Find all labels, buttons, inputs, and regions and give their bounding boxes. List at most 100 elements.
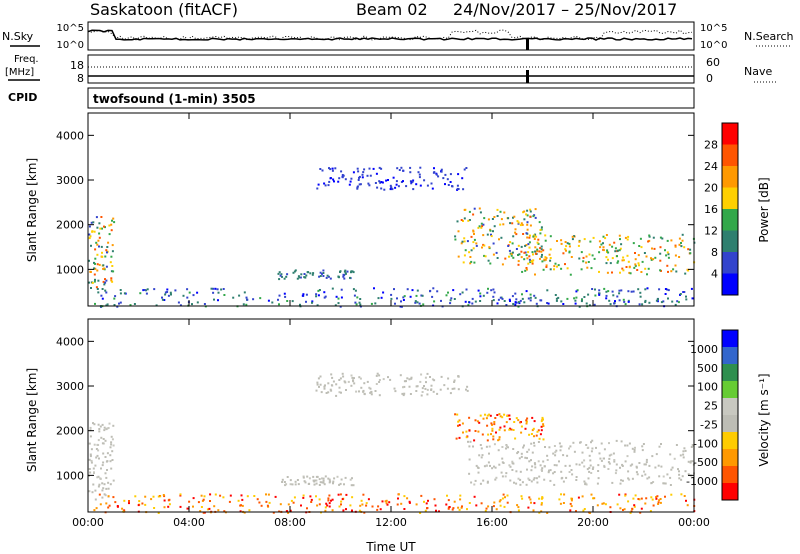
velocity-cell-4 [681,475,684,478]
velocity-cell-1 [633,505,636,508]
velocity-cell-2 [304,481,307,484]
velocity-cell-0 [90,461,93,464]
power-cell-4 [617,249,619,252]
velocity-cell-1 [583,508,586,510]
power-cell-4 [553,265,556,268]
velocity-cell-4 [587,477,590,480]
velocity-cell-0 [95,448,98,450]
velocity-cell-3 [542,418,544,421]
power-cell-1 [508,298,511,301]
velocity-cell-4 [525,483,528,486]
power-cell-3 [504,257,507,260]
velocity-colorbar-tick: 500 [697,362,718,375]
power-cell-4 [537,242,540,245]
velocity-cell-1 [652,504,655,507]
velocity-cell-2 [285,483,288,486]
power-cell-1 [436,290,439,293]
power-cell-1 [271,301,274,304]
velocity-cell-3 [530,433,533,435]
power-cell-1 [449,299,452,302]
velocity-cell-1 [425,502,428,505]
velocity-cell-4 [530,469,533,472]
power-cell-1 [355,303,358,306]
velocity-cell-1 [179,505,182,508]
power-cell-1 [203,303,206,305]
power-cell-4 [638,264,640,267]
velocity-cell-4 [509,465,512,468]
power-cell-1 [517,301,520,304]
velocity-cell-4 [624,460,627,463]
power-cell-4 [569,273,572,276]
velocity-cell-5 [465,388,467,391]
velocity-cell-1 [627,500,630,503]
power-cell-1 [133,303,136,305]
power-cell-2 [297,275,300,278]
power-cell-3 [463,254,466,257]
power-cell-4 [549,257,552,259]
velocity-cell-4 [682,450,685,453]
velocity-cell-1 [495,508,498,511]
velocity-cell-5 [457,388,460,391]
velocity-cell-5 [350,374,353,377]
velocity-cell-3 [542,425,545,427]
velocity-cell-4 [608,462,611,465]
power-cell-4 [620,243,623,246]
velocity-cell-4 [662,482,665,485]
velocity-cell-0 [97,444,100,446]
velocity-cell-1 [575,510,577,513]
power-cell-1 [644,288,647,291]
velocity-cell-4 [641,474,644,477]
power-cell-4 [524,269,527,272]
power-cell-5 [358,183,361,186]
velocity-cell-4 [679,454,682,457]
velocity-cell-4 [536,481,539,484]
power-cell-4 [622,269,625,272]
velocity-cell-4 [690,446,693,448]
power-cell-3 [530,259,533,262]
power-cell-3 [483,254,486,257]
power-cell-3 [514,231,517,234]
power-cell-1 [546,289,549,292]
power-cell-2 [318,275,321,278]
power-cell-1 [354,301,357,304]
velocity-cell-0 [101,489,104,492]
power-cell-5 [340,170,343,173]
velocity-cell-1 [506,494,509,497]
velocity-cell-4 [531,465,534,468]
power-cell-4 [681,233,684,236]
power-cell-5 [359,183,362,186]
power-cell-1 [394,302,396,305]
velocity-cell-3 [491,423,493,426]
velocity-cell-2 [338,483,341,486]
velocity-cell-5 [341,372,344,375]
power-cell-4 [623,259,625,262]
velocity-cell-2 [340,478,343,481]
power-cell-5 [394,186,397,189]
power-cell-2 [346,270,349,273]
power-cell-4 [568,242,571,245]
velocity-cell-1 [475,504,478,507]
power-cell-3 [502,223,505,226]
velocity-cell-5 [451,387,454,390]
power-cell-1 [521,293,523,296]
velocity-cell-4 [638,462,641,464]
power-cell-2 [344,269,347,272]
power-cell-3 [478,225,481,228]
power-cell-1 [445,294,448,297]
velocity-cell-4 [633,450,636,453]
power-cell-0 [96,243,99,246]
velocity-cell-2 [339,482,342,485]
velocity-cell-5 [403,392,406,395]
velocity-cell-1 [624,493,627,496]
velocity-cell-1 [623,508,626,511]
power-cell-5 [381,181,384,184]
velocity-cell-3 [479,414,482,417]
velocity-cell-1 [228,500,231,503]
velocity-cell-0 [88,490,91,493]
velocity-cell-1 [123,509,126,512]
power-cell-5 [415,183,418,186]
velocity-cell-2 [281,481,284,483]
power-cell-3 [526,223,529,226]
velocity-cell-4 [626,444,629,447]
power-cell-0 [104,255,107,258]
